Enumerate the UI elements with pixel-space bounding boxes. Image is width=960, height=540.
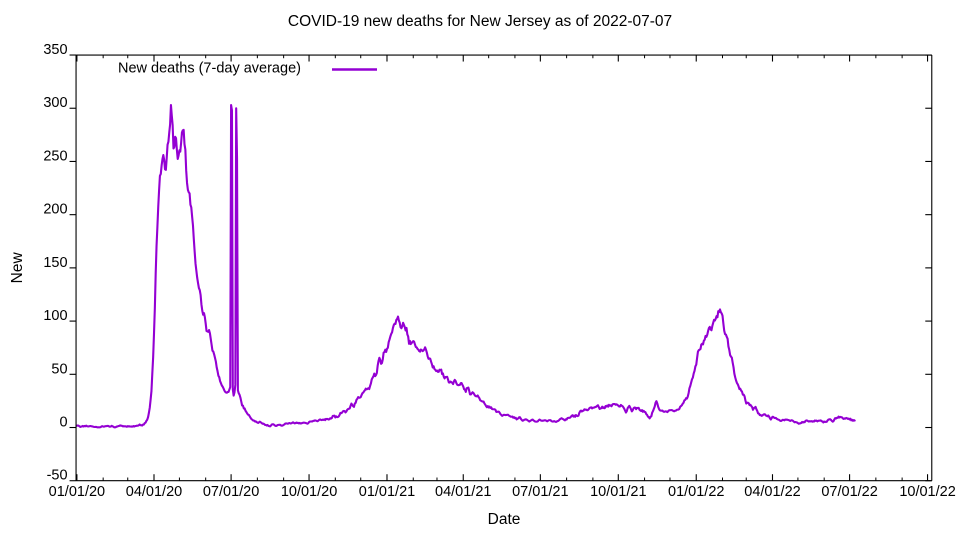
svg-text:07/01/20: 07/01/20 [203,484,259,500]
svg-text:10/01/21: 10/01/21 [590,484,646,500]
svg-text:07/01/22: 07/01/22 [821,484,877,500]
svg-text:10/01/20: 10/01/20 [281,484,337,500]
svg-text:150: 150 [43,255,67,271]
svg-text:300: 300 [43,95,67,111]
svg-text:250: 250 [43,148,67,164]
svg-text:350: 350 [43,42,67,58]
svg-text:New deaths (7-day average): New deaths (7-day average) [118,61,301,77]
svg-text:10/01/22: 10/01/22 [899,484,955,500]
svg-text:0: 0 [59,415,67,431]
svg-text:100: 100 [43,308,67,324]
svg-text:04/01/22: 04/01/22 [744,484,800,500]
svg-text:200: 200 [43,202,67,218]
svg-text:04/01/21: 04/01/21 [435,484,491,500]
svg-text:New: New [9,251,26,283]
svg-text:01/01/21: 01/01/21 [359,484,415,500]
svg-text:07/01/21: 07/01/21 [512,484,568,500]
svg-text:01/01/20: 01/01/20 [49,484,105,500]
svg-text:04/01/20: 04/01/20 [126,484,182,500]
svg-text:01/01/22: 01/01/22 [668,484,724,500]
svg-text:Date: Date [488,511,521,528]
svg-text:-50: -50 [47,468,68,484]
svg-text:50: 50 [51,361,67,377]
svg-text:COVID-19 new deaths for New Je: COVID-19 new deaths for New Jersey as of… [288,13,672,30]
